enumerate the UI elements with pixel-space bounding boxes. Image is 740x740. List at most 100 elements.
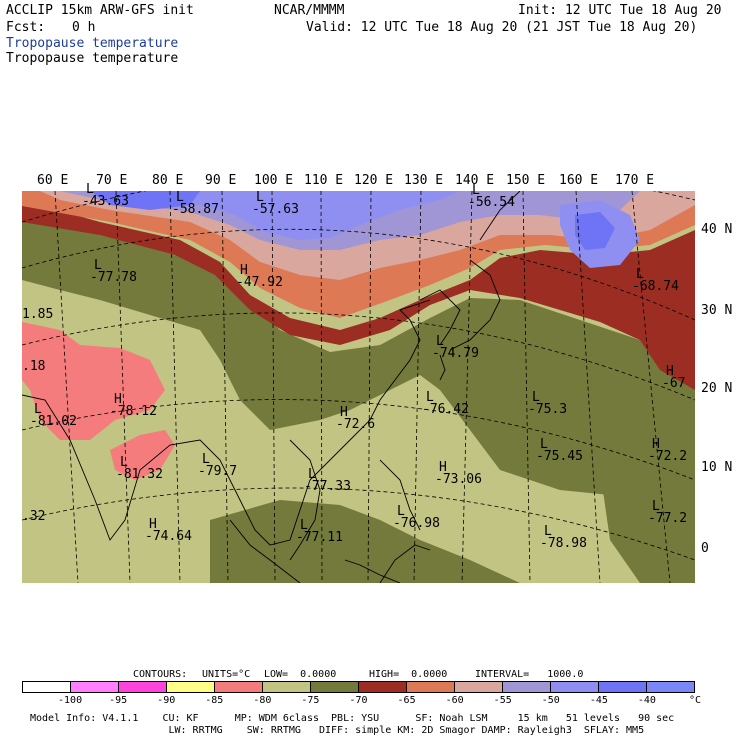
field-title-blue: Tropopause temperature [6,36,179,51]
extremum-value: -81.02 [30,414,77,429]
color-bar-swatch [407,682,455,692]
extremum-value: -47.92 [236,275,283,290]
color-bar-label: -100 [58,695,83,706]
band-minus45-minus40 [90,191,200,210]
color-bar-label: -90 [157,695,176,706]
graticule [22,191,695,583]
color-bar-swatch [455,682,503,692]
low-marker: L [34,402,42,417]
field-title: Tropopause temperature [6,51,179,66]
low-marker: L [532,390,540,405]
extremum-value: -77.2 [648,511,687,526]
extremum-value: -43.63 [82,194,129,209]
lon-label: 170 E [615,173,655,188]
lon-label: 110 E [304,173,344,188]
lon-label: 60 E [37,173,69,188]
extremum-value: -78.12 [110,404,157,419]
extremum-value: -67 [662,376,685,391]
low-marker: L [202,452,210,467]
lon-label: 80 E [152,173,184,188]
color-bar-swatch [263,682,311,692]
coastlines [22,191,521,583]
color-bar-label: -80 [253,695,272,706]
band-minus75-minus70 [210,500,520,583]
band-minus85-minus80 [22,322,165,440]
extremum-value: -68.74 [632,279,679,294]
color-bar-swatch [647,682,694,692]
lat-label: 40 N [701,222,733,237]
low-marker: L [94,258,102,273]
extremum-value: -81.32 [116,467,163,482]
contours-low: LOW= 0.0000 [264,669,337,680]
extremum-value: -58.87 [172,202,219,217]
color-bar-swatch [167,682,215,692]
color-bar-label: °C [688,695,702,706]
high-marker: H [240,263,248,278]
valid-time: Valid: 12 UTC Tue 18 Aug 20 (21 JST Tue … [306,20,698,35]
lon-label: 120 E [354,173,394,188]
extremum-value: -75.3 [528,402,567,417]
color-bar-label: -55 [493,695,512,706]
extremum-value: -75.45 [536,449,583,464]
color-bar-label: -95 [109,695,128,706]
color-bar-label: -65 [397,695,416,706]
high-marker: H [652,437,660,452]
extremum-value: -77.78 [90,270,137,285]
lat-label: 10 N [701,460,733,475]
color-bar-label: -85 [205,695,224,706]
contours-units: UNITS=°C [202,669,251,680]
fcst-label: Fcst: [6,20,46,35]
extremum-value: -57.63 [252,202,299,217]
high-marker: H [340,405,348,420]
color-bar-swatch [71,682,119,692]
color-bar-swatch [599,682,647,692]
band-minus70-minus65 [22,200,695,390]
low-marker: L [540,437,548,452]
high-marker: H [666,364,674,379]
low-marker: L [426,390,434,405]
extremum-value: -77.33 [304,479,351,494]
contours-label: CONTOURS: [133,669,188,680]
extremum-value: .32 [22,509,45,524]
band-minus50-minus45 [80,191,460,240]
model-info-line1: Model Info: V4.1.1 CU: KF MP: WDM 6class… [30,713,675,724]
color-bar-swatch [503,682,551,692]
low-marker: L [397,504,405,519]
low-marker: L [308,467,316,482]
extremum-value: -74.79 [432,346,479,361]
color-bar-label: -50 [541,695,560,706]
center-name: NCAR/MMMM [274,3,345,18]
model-info-line2: LW: RRTMG SW: RRTMG DIFF: simple KM: 2D … [30,725,645,736]
lon-label: 130 E [404,173,444,188]
extremum-value: -72.6 [336,417,375,432]
band-minus75-minus70 [600,440,695,583]
low-marker: L [300,518,308,533]
low-marker: L [652,499,660,514]
low-marker: L [176,190,184,205]
lat-label: 0 [701,541,709,556]
low-marker: L [120,455,128,470]
extremum-value: -76.98 [393,516,440,531]
band-minus75-minus70 [22,215,695,495]
low-marker: L [86,182,94,197]
extremum-value: -77.11 [296,530,343,545]
color-bar-label: -45 [589,695,608,706]
extremum-value: -76.42 [422,402,469,417]
extremum-value: .18 [22,359,45,374]
high-marker: H [439,460,447,475]
extremum-value: -74.64 [145,529,192,544]
high-marker: H [114,392,122,407]
lon-label: 150 E [506,173,546,188]
color-bar-swatch [215,682,263,692]
lon-label: 90 E [205,173,237,188]
extremum-value: -78.98 [540,536,587,551]
color-bar-swatch [359,682,407,692]
color-bar-swatch [23,682,71,692]
contours-interval: INTERVAL= 1000.0 [475,669,584,680]
color-bar-label: -75 [301,695,320,706]
color-bar [22,681,695,693]
init-time: Init: 12 UTC Tue 18 Aug 20 [518,3,722,18]
color-bar-label: -70 [349,695,368,706]
extremum-value: -56.54 [468,195,515,210]
high-marker: H [149,517,157,532]
